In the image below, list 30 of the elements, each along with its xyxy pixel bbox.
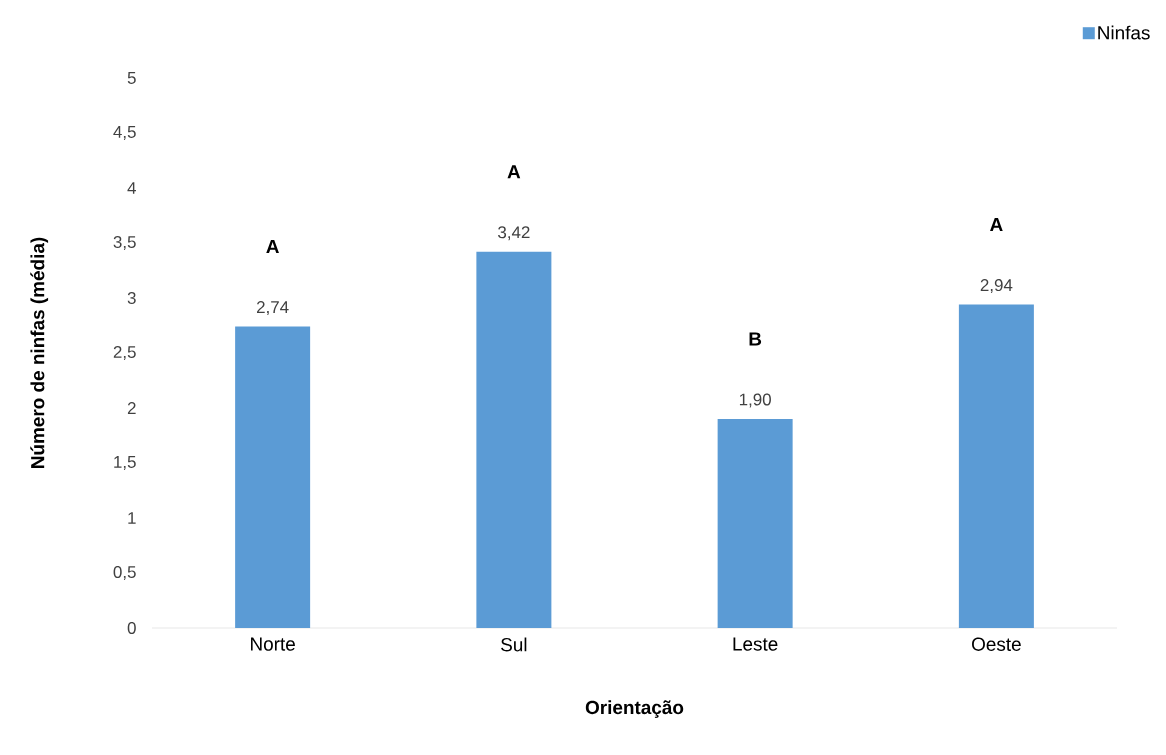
y-tick-label: 0 xyxy=(127,622,136,634)
annotation: A xyxy=(266,240,279,254)
y-tick-label: 3,5 xyxy=(113,236,136,250)
annotation: A xyxy=(990,218,1003,232)
y-tick-label: 4,5 xyxy=(113,126,136,140)
y-tick-label: 2,5 xyxy=(113,346,136,360)
annotation: B xyxy=(749,332,762,346)
y-tick-label: 3 xyxy=(127,292,136,304)
x-tick-label: Sul xyxy=(501,637,527,652)
x-tick-label: Oeste xyxy=(972,637,1021,651)
legend-label: Ninfas xyxy=(1098,25,1150,40)
y-axis-title: Número de ninfas (média) xyxy=(30,237,49,468)
y-tick-label: 1,5 xyxy=(114,456,136,470)
y-tick-label: 0,5 xyxy=(113,566,136,580)
y-tick-label: 4 xyxy=(127,182,136,194)
x-axis-title: Orientação xyxy=(585,700,684,718)
x-tick-label: Leste xyxy=(733,637,778,651)
bar xyxy=(958,304,1034,628)
annotation: A xyxy=(507,165,521,179)
bar xyxy=(717,419,793,628)
y-tick-label: 2 xyxy=(127,402,136,414)
y-tick-label: 1 xyxy=(128,512,136,524)
bar xyxy=(235,326,311,628)
data-label: 1,90 xyxy=(739,393,771,408)
data-label: 2,74 xyxy=(257,301,289,316)
data-label: 2,94 xyxy=(980,279,1013,294)
data-label: 3,42 xyxy=(498,226,530,241)
y-tick-label: 5 xyxy=(127,72,136,84)
bar xyxy=(476,251,552,628)
x-tick-label: Norte xyxy=(251,637,295,651)
